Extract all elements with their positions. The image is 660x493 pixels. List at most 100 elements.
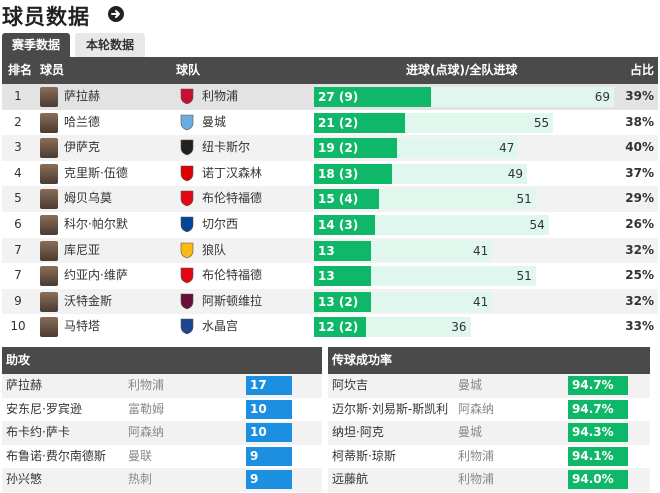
avatar [40,163,58,184]
player-name[interactable]: 萨拉赫 [6,378,43,392]
team-goals-value: 36 [451,320,467,335]
player-goals-bar [314,215,375,235]
player-goals-bar [314,291,371,312]
stat-value: 9 [246,470,292,490]
team-name[interactable]: 诺丁汉森林 [202,165,263,180]
team-name[interactable]: 利物浦 [458,472,495,487]
list-item[interactable]: 阿坎吉 曼城 94.7% [328,374,650,398]
arrow-right-icon[interactable] [108,6,124,22]
team-name[interactable]: 热刺 [128,472,153,487]
team-name[interactable]: 利物浦 [128,378,165,392]
list-item[interactable]: 布卡约·萨卡 阿森纳 10 [2,421,322,445]
table-row[interactable]: 9 沃特金斯 阿斯顿维拉 13 (2) 41 32% [2,288,658,315]
col-player: 球员 [40,63,65,77]
rank: 3 [14,140,22,155]
player-name[interactable]: 科尔·帕尔默 [64,217,128,231]
list-item[interactable]: 纳坦·阿克 曼城 94.3% [328,421,650,445]
villa-crest-icon [179,293,195,310]
player-name[interactable]: 安东尼·罗宾逊 [6,401,82,416]
stat-value: 94.7% [568,399,628,419]
liverpool-crest-icon [179,88,195,105]
player-goals-bar [314,112,406,133]
player-name[interactable]: 迈尔斯·刘易斯-斯凯利 [332,401,449,416]
goals-value: 12 (2) [318,320,359,335]
list-item[interactable]: 布鲁诺·费尔南德斯 曼联 9 [2,444,322,469]
player-name[interactable]: 布鲁诺·费尔南德斯 [6,448,106,463]
player-name[interactable]: 姆贝乌莫 [64,191,113,206]
share-value: 40% [625,140,654,155]
tab-season-stats[interactable]: 赛季数据 [2,33,70,57]
team-name[interactable]: 曼联 [128,448,153,463]
team-name[interactable]: 利物浦 [202,89,239,103]
list-item[interactable]: 安东尼·罗宾逊 富勒姆 10 [2,397,322,422]
team-name[interactable]: 富勒姆 [128,401,165,416]
table-row[interactable]: 7 库尼亚 狼队 13 41 32% [2,237,658,264]
player-name[interactable]: 孙兴慜 [6,472,43,487]
player-name[interactable]: 沃特金斯 [64,293,113,308]
team-name[interactable]: 利物浦 [458,448,495,463]
player-name[interactable]: 库尼亚 [64,242,101,257]
player-name[interactable]: 萨拉赫 [64,89,101,103]
stat-value: 94.3% [568,423,628,443]
table-row[interactable]: 2 哈兰德 曼城 21 (2) 55 38% [2,109,658,136]
team-name[interactable]: 阿斯顿维拉 [202,293,263,308]
team-name[interactable]: 曼城 [458,425,483,440]
table-row[interactable]: 10 马特塔 水晶宫 12 (2) 36 33% [2,314,658,340]
table-header: 排名 球员 球队 进球(点球)/全队进球 占比 [2,57,658,84]
player-name[interactable]: 远藤航 [332,472,369,487]
newcastle-crest-icon [179,139,195,156]
table-row[interactable]: 5 姆贝乌莫 布伦特福德 15 (4) 51 29% [2,186,658,212]
col-goals: 进球(点球)/全队进球 [406,63,518,77]
player-name[interactable]: 伊萨克 [64,140,101,155]
team-name[interactable]: 曼城 [458,378,483,392]
team-goals-value: 69 [594,90,610,104]
rank: 2 [14,114,22,129]
team-name[interactable]: 纽卡斯尔 [202,140,251,155]
team-name[interactable]: 阿森纳 [128,425,165,440]
list-item[interactable]: 迈尔斯·刘易斯-斯凯利 阿森纳 94.7% [328,397,650,422]
list-item[interactable]: 柯蒂斯·琼斯 利物浦 94.1% [328,444,650,469]
assists-title: 助攻 [2,347,322,374]
team-name[interactable]: 水晶宫 [202,319,239,334]
player-name[interactable]: 纳坦·阿克 [332,425,384,440]
player-name[interactable]: 约亚内·维萨 [64,268,128,283]
team-name[interactable]: 切尔西 [202,217,239,231]
brentford-crest-icon [179,190,195,207]
team-name[interactable]: 阿森纳 [458,401,495,416]
col-team: 球队 [176,63,201,77]
share-value: 37% [625,165,654,180]
col-share: 占比 [629,63,654,77]
goals-value: 19 (2) [318,141,359,156]
list-item[interactable]: 远藤航 利物浦 94.0% [328,468,650,492]
rank: 9 [14,293,22,308]
stat-value: 9 [246,446,292,466]
rank: 6 [14,217,22,231]
list-item[interactable]: 萨拉赫 利物浦 17 [2,374,322,398]
player-name[interactable]: 哈兰德 [64,114,101,129]
list-item[interactable]: 孙兴慜 热刺 9 [2,468,322,492]
table-row[interactable]: 4 克里斯·伍德 诺丁汉森林 18 (3) 49 37% [2,160,658,187]
team-name[interactable]: 狼队 [202,242,227,257]
player-name[interactable]: 克里斯·伍德 [64,165,128,180]
passing-title: 传球成功率 [328,347,650,374]
player-goals-bar [314,163,393,184]
table-row[interactable]: 3 伊萨克 纽卡斯尔 19 (2) 47 40% [2,135,658,161]
tab-round-stats[interactable]: 本轮数据 [75,33,145,57]
team-name[interactable]: 曼城 [202,114,227,129]
stat-value: 94.7% [568,376,628,395]
player-name[interactable]: 柯蒂斯·琼斯 [332,448,396,463]
avatar [40,291,58,312]
table-row[interactable]: 7 约亚内·维萨 布伦特福德 13 51 25% [2,263,658,289]
avatar [40,138,58,159]
team-name[interactable]: 布伦特福德 [202,268,263,283]
share-value: 39% [625,89,654,103]
player-name[interactable]: 布卡约·萨卡 [6,425,70,440]
avatar [40,317,58,338]
player-name[interactable]: 马特塔 [64,319,101,334]
team-goals-value: 41 [472,243,489,258]
team-name[interactable]: 布伦特福德 [202,191,263,206]
table-row[interactable]: 1 萨拉赫 利物浦 27 (9) 69 39% [2,84,658,110]
player-name[interactable]: 阿坎吉 [332,378,369,392]
table-row[interactable]: 6 科尔·帕尔默 切尔西 14 (3) 54 26% [2,212,658,238]
avatar [40,215,58,235]
